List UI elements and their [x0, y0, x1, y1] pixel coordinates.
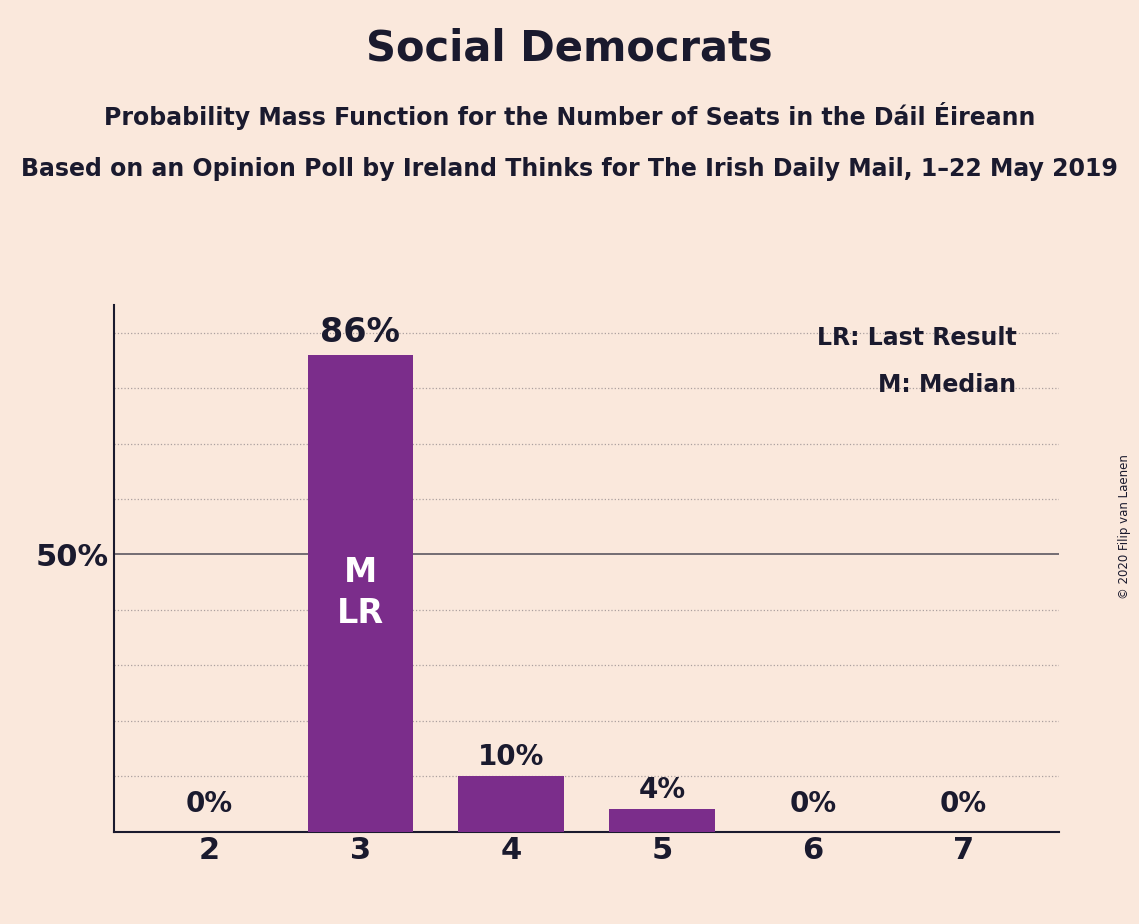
- Text: 86%: 86%: [320, 316, 400, 349]
- Text: M
LR: M LR: [337, 556, 384, 630]
- Text: M: Median: M: Median: [878, 373, 1016, 397]
- Bar: [308, 355, 413, 832]
- Text: © 2020 Filip van Laenen: © 2020 Filip van Laenen: [1117, 455, 1131, 599]
- Text: Based on an Opinion Poll by Ireland Thinks for The Irish Daily Mail, 1–22 May 20: Based on an Opinion Poll by Ireland Thin…: [21, 157, 1118, 181]
- Text: Probability Mass Function for the Number of Seats in the Dáil Éireann: Probability Mass Function for the Number…: [104, 102, 1035, 129]
- Bar: [458, 776, 564, 832]
- Bar: [609, 809, 715, 832]
- Text: 4%: 4%: [639, 776, 686, 804]
- Text: 0%: 0%: [789, 790, 836, 818]
- Text: 10%: 10%: [478, 743, 544, 771]
- Text: 0%: 0%: [940, 790, 988, 818]
- Text: 0%: 0%: [186, 790, 233, 818]
- Text: LR: Last Result: LR: Last Result: [817, 326, 1016, 350]
- Text: Social Democrats: Social Democrats: [366, 28, 773, 69]
